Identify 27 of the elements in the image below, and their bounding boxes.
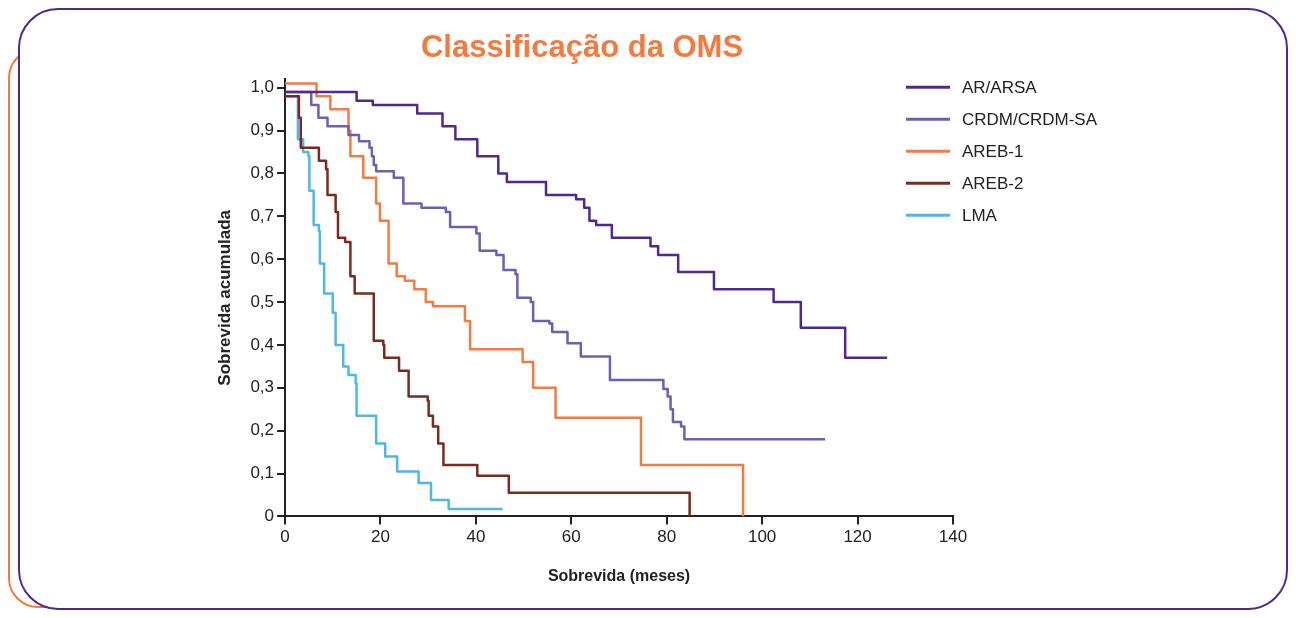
- x-tick-label: 140: [938, 527, 968, 547]
- legend-label: AREB-1: [962, 141, 1024, 161]
- legend-label: LMA: [962, 205, 998, 225]
- y-tick-label: 0,2: [250, 420, 275, 440]
- y-axis-title: Sobrevida acumulada: [214, 209, 234, 386]
- y-tick-label: 0,9: [250, 120, 275, 140]
- chart-title: Classificação da OMS: [420, 29, 744, 65]
- y-tick-label: 0,1: [250, 463, 275, 483]
- legend-label: AREB-2: [962, 173, 1024, 193]
- x-tick-label: 0: [280, 527, 290, 547]
- x-tick-label: 60: [561, 527, 581, 547]
- y-tick-label: 0,5: [250, 291, 275, 311]
- y-tick-label: 1,0: [250, 77, 275, 97]
- x-tick-label: 100: [747, 527, 777, 547]
- y-tick-label: 0,3: [250, 377, 275, 397]
- x-tick-label: 20: [371, 527, 390, 547]
- x-axis-title: Sobrevida (meses): [547, 566, 691, 584]
- y-tick-label: 0: [264, 506, 275, 526]
- legend-label: CRDM/CRDM-SA: [962, 109, 1098, 129]
- y-tick-label: 0,8: [250, 163, 275, 183]
- x-tick-label: 80: [657, 527, 677, 547]
- y-tick-label: 0,7: [250, 206, 275, 226]
- y-tick-label: 0,6: [250, 248, 275, 268]
- x-tick-label: 120: [843, 527, 872, 547]
- y-tick-label: 0,4: [250, 334, 275, 354]
- x-tick-label: 40: [466, 527, 486, 547]
- legend-label: AR/ARSA: [962, 77, 1038, 97]
